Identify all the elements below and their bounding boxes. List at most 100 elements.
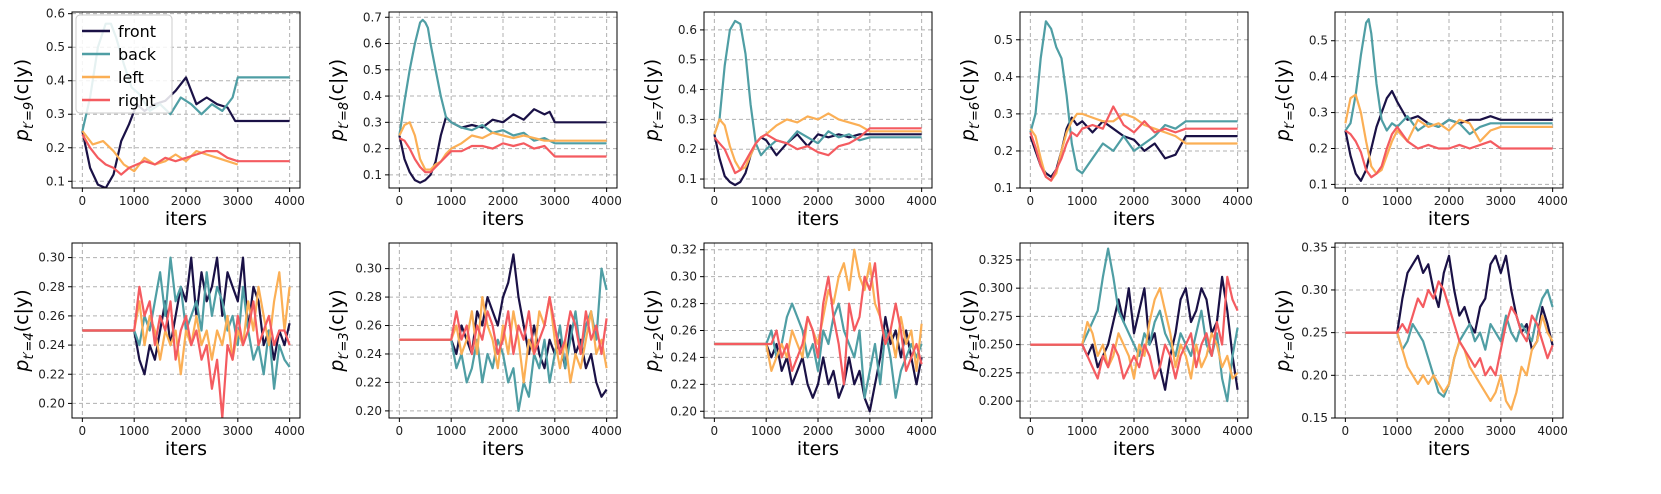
y-tick-label: 0.28 xyxy=(670,297,697,311)
series-line-right xyxy=(81,133,290,176)
series-line-front xyxy=(1344,89,1553,182)
y-tick-label: 0.5 xyxy=(46,40,65,54)
y-axis-label: pt′=6(c|y) xyxy=(957,59,983,142)
y-tick-label: 0.7 xyxy=(363,10,382,24)
x-tick-label: 0 xyxy=(1342,424,1350,438)
x-tick-label: 3000 xyxy=(1171,194,1202,208)
y-tick-label: 0.275 xyxy=(979,309,1013,323)
y-axis-label-subscript: t′=4 xyxy=(22,332,37,359)
y-tick-label: 0.20 xyxy=(1301,368,1328,382)
y-axis-label-subscript: t′=0 xyxy=(1283,332,1298,359)
x-tick-label: 3000 xyxy=(1171,424,1202,438)
y-tick-label: 0.35 xyxy=(1301,240,1328,254)
y-axis-label-suffix: (c|y) xyxy=(11,289,33,332)
y-axis-label-subscript: t′=2 xyxy=(652,332,667,359)
y-tick-label: 0.28 xyxy=(38,280,65,294)
series-line-front xyxy=(1345,254,1554,351)
series-line-left xyxy=(1345,314,1554,411)
series-line-right xyxy=(1345,280,1554,377)
y-tick-label: 0.4 xyxy=(46,74,65,88)
y-tick-label: 0.32 xyxy=(670,243,697,257)
series-line-front xyxy=(714,315,923,413)
y-tick-label: 0.24 xyxy=(670,350,697,364)
legend-label: back xyxy=(118,45,157,64)
y-tick-label: 0.1 xyxy=(678,172,697,186)
x-tick-label: 1000 xyxy=(119,424,150,438)
x-tick-label: 1000 xyxy=(751,194,782,208)
legend-label: left xyxy=(118,68,144,87)
y-axis-label-suffix: (c|y) xyxy=(1272,289,1294,332)
y-tick-label: 0.200 xyxy=(979,394,1013,408)
y-tick-label: 0.6 xyxy=(46,7,65,21)
y-axis-label: pt′=7(c|y) xyxy=(641,59,667,142)
y-axis-label-subscript: t′=6 xyxy=(968,102,983,129)
y-tick-label: 0.1 xyxy=(363,168,382,182)
x-axis-label: iters xyxy=(797,208,839,230)
x-tick-label: 1000 xyxy=(1067,194,1098,208)
y-axis-label-prefix: p xyxy=(957,360,979,373)
y-axis-label: pt′=8(c|y) xyxy=(326,59,352,142)
y-axis-label-subscript: t′=3 xyxy=(337,332,352,359)
y-tick-label: 0.4 xyxy=(678,83,697,97)
x-tick-label: 0 xyxy=(1027,194,1035,208)
series-line-back xyxy=(82,256,291,390)
y-tick-label: 0.3 xyxy=(46,107,65,121)
y-tick-label: 0.26 xyxy=(355,319,382,333)
series-line-left xyxy=(81,130,239,173)
y-axis-label-suffix: (c|y) xyxy=(957,59,979,102)
x-tick-label: 2000 xyxy=(488,424,519,438)
x-tick-label: 3000 xyxy=(223,424,254,438)
y-tick-label: 0.5 xyxy=(1309,34,1328,48)
chart-panel: 0 1000 2000 3000 4000 0.200 0.225 0.250 0.275 0.3… xyxy=(957,242,1253,460)
y-tick-label: 0.15 xyxy=(1301,411,1328,425)
chart-panel: 0 1000 2000 3000 4000 0.1 0.2 0.3 0.4 0.5 0.6 0.7 it… xyxy=(326,10,622,230)
y-tick-label: 0.6 xyxy=(363,37,382,51)
x-tick-label: 0 xyxy=(79,424,87,438)
y-tick-label: 0.250 xyxy=(979,338,1013,352)
x-tick-label: 2000 xyxy=(171,424,202,438)
x-tick-label: 4000 xyxy=(591,424,622,438)
x-tick-label: 3000 xyxy=(223,194,254,208)
x-tick-label: 3000 xyxy=(1486,424,1517,438)
series-line-right xyxy=(714,262,923,386)
x-tick-label: 0 xyxy=(396,424,404,438)
y-tick-label: 0.5 xyxy=(994,33,1013,47)
x-tick-label: 3000 xyxy=(855,194,886,208)
y-tick-label: 0.2 xyxy=(363,142,382,156)
y-tick-label: 0.20 xyxy=(355,404,382,418)
y-tick-label: 0.4 xyxy=(1309,70,1328,84)
x-tick-label: 2000 xyxy=(1119,424,1150,438)
x-tick-label: 3000 xyxy=(1486,194,1517,208)
y-tick-label: 0.20 xyxy=(38,396,65,410)
chart-panel: 0 1000 2000 3000 4000 0.1 0.2 0.3 0.4 0.5 iters pt′… xyxy=(957,11,1253,230)
x-tick-label: 4000 xyxy=(906,194,937,208)
x-tick-label: 2000 xyxy=(488,194,519,208)
y-tick-label: 0.5 xyxy=(363,63,382,77)
y-axis-label-prefix: p xyxy=(326,129,348,142)
x-tick-label: 0 xyxy=(711,194,719,208)
chart-panel: 0 1000 2000 3000 4000 0.1 0.2 0.3 0.4 0.5 0.6 iters… xyxy=(641,11,937,230)
series-line-front xyxy=(1030,275,1239,391)
y-tick-label: 0.24 xyxy=(38,338,65,352)
chart-panel: 0 1000 2000 3000 4000 0.20 0.22 0.24 0.26 0.28 0.3… xyxy=(641,242,937,460)
y-axis-label-suffix: (c|y) xyxy=(326,59,348,102)
y-tick-label: 0.25 xyxy=(1301,326,1328,340)
x-tick-label: 2000 xyxy=(171,194,202,208)
y-tick-label: 0.26 xyxy=(38,309,65,323)
x-tick-label: 0 xyxy=(79,194,87,208)
y-tick-label: 0.30 xyxy=(38,251,65,265)
y-axis-label: pt′=5(c|y) xyxy=(1272,59,1298,142)
y-tick-label: 0.3 xyxy=(678,112,697,126)
y-axis-label-subscript: t′=1 xyxy=(968,332,983,359)
y-tick-label: 0.2 xyxy=(46,141,65,155)
x-tick-label: 2000 xyxy=(803,424,834,438)
x-tick-label: 1000 xyxy=(1382,424,1413,438)
series-line-back xyxy=(398,18,607,145)
x-axis-label: iters xyxy=(165,438,207,460)
y-tick-label: 0.300 xyxy=(979,281,1013,295)
x-tick-label: 1000 xyxy=(1067,424,1098,438)
y-tick-label: 0.2 xyxy=(678,142,697,156)
y-axis-label-suffix: (c|y) xyxy=(641,59,663,102)
x-tick-label: 3000 xyxy=(540,194,571,208)
x-tick-label: 2000 xyxy=(803,194,834,208)
